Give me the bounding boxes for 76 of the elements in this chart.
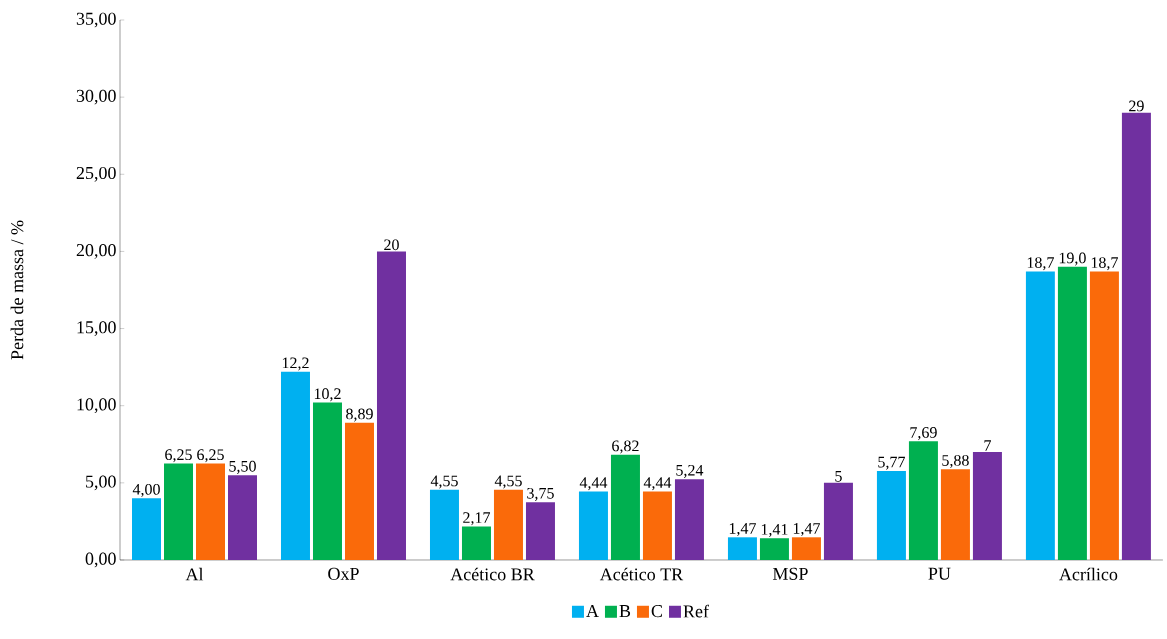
bar [972,451,1002,560]
data-label: 4,55 [430,475,458,489]
bar [876,470,906,560]
data-label: 29 [1129,100,1144,112]
data-label: 1,47 [729,523,756,537]
data-label: 7 [984,440,991,451]
data-label: 3,75 [527,487,554,501]
bar [759,538,789,560]
data-label: 20 [384,239,399,251]
data-label: 19,0 [1059,252,1086,266]
data-label: 18,7 [1091,257,1118,271]
data-label: 4,44 [643,477,672,491]
data-label: 5,88 [942,454,969,469]
bar [578,491,608,560]
y-tick-label: 30,00 [76,89,116,105]
data-label: 5 [835,471,842,482]
data-label: 4,55 [494,475,522,489]
bar [610,454,640,560]
y-tick-label: 0,00 [85,552,116,568]
bar [493,489,523,560]
data-label: 1,47 [793,523,820,537]
bar [727,537,757,560]
data-label: 1,41 [761,524,788,538]
data-label: 7,69 [910,427,937,441]
data-label: 12,2 [282,357,309,371]
legend-label: A [586,605,599,617]
data-label: 5,50 [229,460,256,474]
bar [461,526,491,560]
bar [228,475,257,560]
bar [525,502,555,560]
bar [376,251,406,560]
y-tick-label: 5,00 [86,475,116,491]
bar [429,489,459,560]
bar [642,491,672,560]
legend-label: C [651,605,662,618]
bar [344,422,374,560]
bar [823,482,853,560]
legend-label: Ref [683,604,709,618]
data-label: 18,7 [1027,257,1054,271]
data-label: 6,25 [165,449,192,463]
x-tick-label: Al [185,567,204,581]
data-label: 4,00 [132,483,160,498]
bar [1121,112,1151,560]
bar [908,441,938,560]
data-label: 5,24 [676,464,704,478]
bar [132,498,161,560]
x-tick-label: Acético BR [450,567,535,581]
y-tick-label: 15,00 [77,321,116,336]
y-tick-label: 35,00 [76,12,116,28]
data-label: 10,2 [314,388,341,402]
x-tick-label: MSP [772,567,808,580]
x-tick-label: PU [928,567,951,580]
data-label: 6,82 [612,440,639,454]
data-label: 4,44 [579,477,608,491]
data-label: 6,25 [197,449,224,463]
x-tick-label: Acrílico [1059,567,1118,581]
y-tick-label: 25,00 [76,166,116,182]
x-tick-label: Acético TR [599,567,684,581]
data-label: 5,77 [878,456,905,470]
bar [940,469,970,560]
bar [1025,271,1055,560]
bar [164,463,193,560]
bar [791,537,821,560]
data-label: 2,17 [463,512,491,526]
bar [1057,266,1087,560]
y-axis-title: Perda de massa / % [10,220,24,360]
bar [1089,271,1119,560]
y-tick-label: 20,00 [76,244,116,259]
bar [674,479,704,560]
legend-label: B [619,605,631,617]
x-tick-label: OxP [328,567,359,580]
bar [280,371,310,560]
data-label: 8,89 [346,408,373,422]
bar [196,463,225,560]
y-tick-label: 10,00 [77,398,116,414]
bar [312,402,342,560]
